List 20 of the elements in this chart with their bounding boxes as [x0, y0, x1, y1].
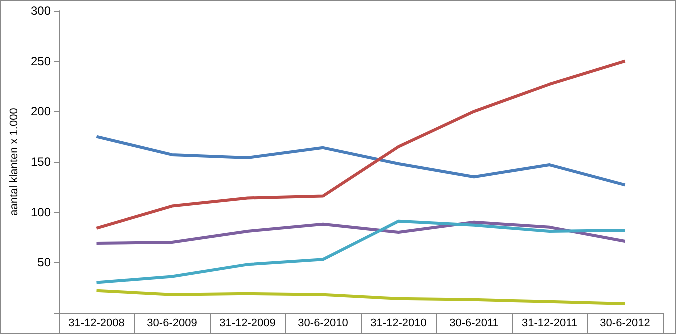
- line-series: [95, 220, 627, 284]
- y-tick-label: 100: [30, 205, 52, 220]
- line-series: [95, 135, 627, 187]
- x-tick-label: 31-12-2009: [220, 318, 276, 330]
- x-tick-label: 31-12-2011: [522, 318, 578, 330]
- x-tick-label: 31-12-2008: [68, 318, 125, 330]
- x-tick-label: 30-6-2011: [450, 318, 499, 330]
- y-axis-title: aantal klanten x 1.000: [8, 108, 21, 216]
- x-tick-label: 30-6-2010: [298, 318, 348, 330]
- line-series: [95, 289, 627, 306]
- line-series: [95, 220, 627, 246]
- y-tick-label: 50: [38, 256, 52, 270]
- y-tick-label: 250: [30, 54, 52, 68]
- x-tick-label: 30-6-2009: [147, 318, 198, 330]
- y-tick-label: 150: [30, 155, 52, 169]
- x-tick-label: 30-6-2012: [600, 318, 650, 330]
- y-tick-label: 200: [30, 104, 52, 119]
- x-tick-label: 31-12-2010: [370, 318, 427, 330]
- line-series: [95, 60, 627, 230]
- y-tick-label: 300: [30, 4, 52, 18]
